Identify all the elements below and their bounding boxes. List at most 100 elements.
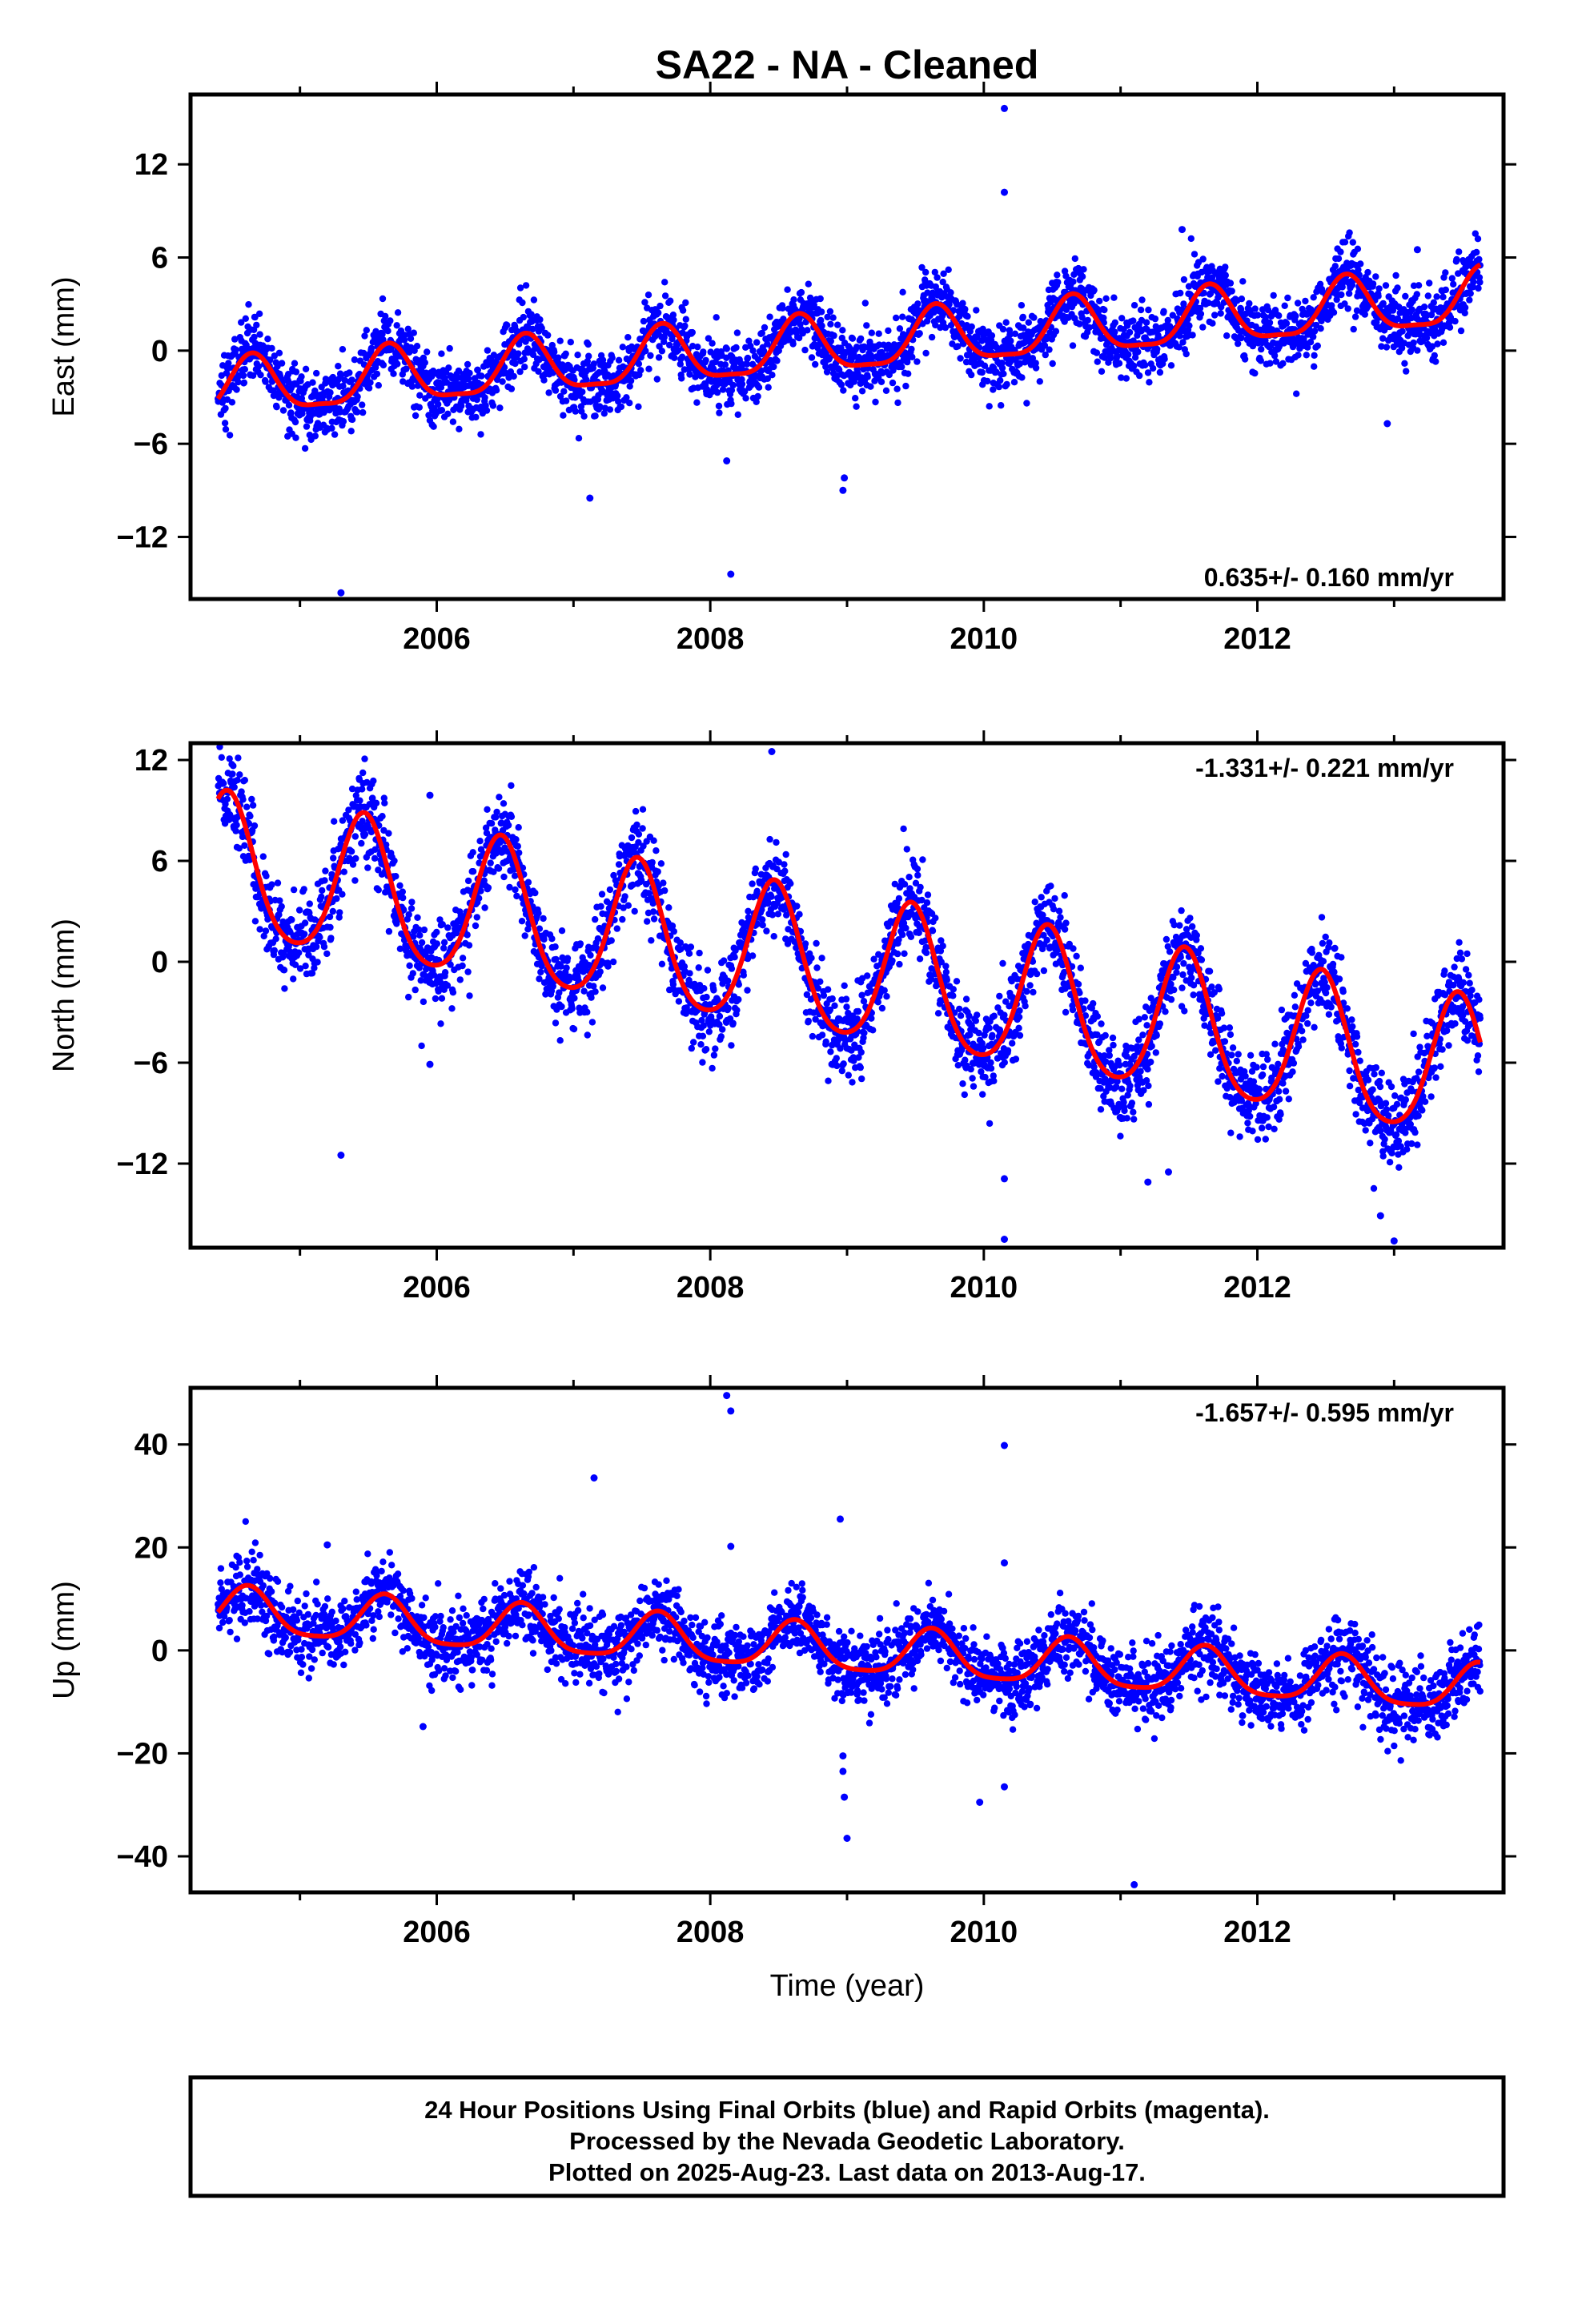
- north-position-point: [302, 963, 309, 970]
- east-position-point: [264, 336, 271, 343]
- east-position-point: [1241, 356, 1249, 363]
- east-position-point: [1257, 357, 1265, 364]
- north-position-point: [337, 841, 344, 848]
- east-position-point: [733, 344, 740, 352]
- east-position-point: [753, 339, 761, 346]
- east-position-point: [713, 388, 721, 396]
- north-position-point: [874, 999, 882, 1006]
- east-position-point: [1399, 328, 1406, 335]
- north-position-point: [306, 900, 313, 907]
- north-position-point: [783, 911, 790, 919]
- north-position-point: [441, 969, 449, 976]
- east-position-point: [434, 396, 441, 403]
- east-position-point: [615, 398, 622, 405]
- east-position-point: [738, 380, 746, 388]
- east-position-point: [773, 357, 781, 364]
- east-position-point: [661, 292, 669, 300]
- north-position-point: [301, 919, 309, 927]
- north-position-point: [553, 1006, 560, 1013]
- east-position-point: [804, 327, 811, 334]
- east-position-point: [1007, 337, 1014, 344]
- east-position-point: [516, 284, 524, 292]
- east-position-point: [1289, 343, 1297, 351]
- north-position-point: [822, 1038, 829, 1046]
- east-position-point: [1266, 319, 1274, 327]
- east-position-point: [473, 396, 480, 404]
- east-position-point: [235, 378, 242, 386]
- north-position-point: [238, 788, 245, 795]
- north-position-point: [226, 755, 233, 762]
- north-position-point: [650, 837, 657, 844]
- north-position-point: [247, 812, 254, 820]
- east-position-point: [1302, 297, 1309, 305]
- east-position-point: [335, 363, 342, 370]
- east-position-point: [464, 360, 472, 368]
- east-position-point: [1130, 362, 1138, 370]
- east-position-point: [942, 324, 950, 332]
- north-position-point: [420, 998, 428, 1006]
- north-position-point: [290, 975, 297, 983]
- north-position-point: [410, 933, 417, 940]
- east-position-point: [729, 381, 737, 389]
- x-tick-label: 2010: [950, 622, 1018, 656]
- east-position-point: [1179, 339, 1186, 346]
- east-position-point: [1167, 362, 1175, 369]
- north-position-point: [351, 877, 359, 884]
- north-position-point: [500, 873, 508, 881]
- east-position-point: [893, 385, 901, 392]
- north-position-point: [521, 932, 528, 939]
- east-position-point: [538, 324, 545, 332]
- east-position-point: [1453, 255, 1460, 263]
- east-position-point: [1426, 279, 1433, 287]
- north-position-point: [740, 971, 747, 979]
- north-position-point: [476, 895, 483, 902]
- north-position-point: [613, 925, 620, 932]
- east-position-point: [562, 397, 570, 404]
- east-position-point: [808, 354, 816, 361]
- east-position-point: [905, 370, 912, 377]
- east-position-point: [255, 363, 263, 370]
- east-position-point: [410, 329, 417, 336]
- north-position-point: [542, 991, 549, 998]
- north-position-point: [883, 993, 890, 1000]
- north-position-point: [361, 755, 368, 762]
- east-position-point: [251, 333, 258, 341]
- north-position-point: [508, 813, 516, 820]
- north-position-point: [770, 933, 777, 940]
- east-position-point: [235, 372, 243, 380]
- north-position-point: [810, 1009, 817, 1016]
- east-position-point: [1311, 363, 1318, 370]
- east-position-point: [1304, 344, 1311, 351]
- y-tick-label: −12: [117, 521, 168, 554]
- east-position-point: [817, 316, 825, 324]
- east-position-point: [275, 349, 283, 356]
- east-position-point: [797, 288, 805, 296]
- east-position-point: [1271, 352, 1279, 360]
- east-position-point: [279, 407, 287, 414]
- east-position-point: [1239, 278, 1247, 285]
- north-position-point: [218, 754, 225, 761]
- east-position-point: [626, 400, 633, 407]
- north-position-point: [291, 961, 299, 969]
- east-position-point: [858, 388, 866, 395]
- east-position-point: [271, 352, 278, 360]
- east-position-point: [1337, 248, 1344, 255]
- east-position-point: [499, 378, 506, 385]
- east-position-point: [379, 361, 387, 369]
- east-position-point: [1389, 307, 1397, 314]
- east-position-point: [1434, 340, 1441, 348]
- east-position-point: [1130, 317, 1137, 324]
- east-position-point: [311, 432, 319, 440]
- east-position-point: [394, 309, 402, 316]
- east-position-point: [1237, 306, 1245, 313]
- east-position-point: [1420, 304, 1428, 311]
- east-position-point: [864, 373, 871, 380]
- north-position-point: [801, 940, 809, 947]
- north-position-point: [392, 873, 400, 880]
- north-position-point: [580, 987, 588, 995]
- east-position-point: [348, 376, 355, 384]
- north-position-point: [781, 867, 789, 875]
- east-position-point: [407, 335, 415, 342]
- east-outlier-point: [1001, 188, 1008, 196]
